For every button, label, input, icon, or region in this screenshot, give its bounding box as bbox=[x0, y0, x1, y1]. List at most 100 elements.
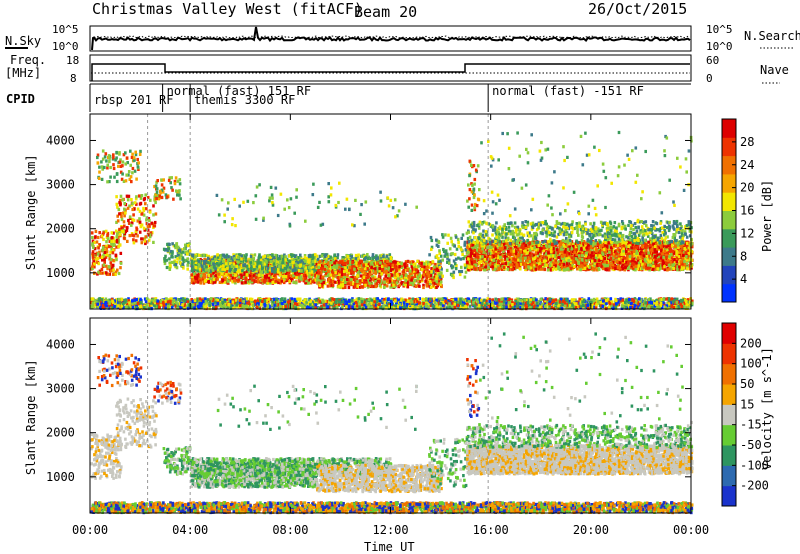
echo-cell bbox=[103, 248, 107, 252]
echo-cell bbox=[404, 283, 407, 287]
echo-cell bbox=[134, 239, 138, 243]
echo-cell bbox=[319, 271, 323, 275]
echo-cell bbox=[217, 261, 221, 265]
echo-cell bbox=[378, 284, 382, 288]
echo-cell bbox=[558, 244, 561, 248]
echo-cell bbox=[267, 258, 270, 262]
echo-cell bbox=[310, 270, 314, 274]
echo-cell bbox=[270, 273, 274, 277]
echo-cell bbox=[250, 267, 253, 271]
echo-cell bbox=[117, 164, 120, 168]
echo-cell bbox=[360, 285, 364, 289]
echo-cell bbox=[330, 273, 334, 277]
echo-cell bbox=[557, 260, 561, 264]
echo-cell bbox=[258, 265, 261, 269]
echo-cell bbox=[164, 254, 167, 258]
echo-cell bbox=[463, 255, 467, 259]
echo-cell bbox=[373, 262, 376, 266]
echo-cell bbox=[101, 167, 104, 171]
echo-cell bbox=[98, 243, 101, 247]
echo-cell bbox=[325, 272, 328, 276]
echo-cell bbox=[420, 276, 424, 280]
echo-cell bbox=[450, 264, 453, 268]
echo-cell bbox=[420, 278, 424, 282]
echo-cell bbox=[138, 209, 142, 213]
echo-cell bbox=[281, 268, 285, 272]
echo-cell bbox=[374, 267, 377, 271]
echo-cell bbox=[190, 273, 193, 277]
echo-cell bbox=[95, 240, 99, 244]
echo-cell bbox=[336, 271, 339, 275]
echo-cell bbox=[349, 283, 353, 287]
echo-cell bbox=[328, 265, 331, 269]
echo-cell bbox=[224, 276, 227, 280]
echo-cell bbox=[136, 207, 140, 211]
echo-cell bbox=[117, 235, 120, 239]
echo-cell bbox=[435, 285, 438, 289]
echo-cell bbox=[333, 269, 336, 273]
echo-cell bbox=[237, 260, 240, 264]
echo-cell bbox=[457, 241, 460, 245]
echo-cell bbox=[287, 270, 291, 274]
echo-cell bbox=[330, 270, 334, 274]
echo-cell bbox=[439, 259, 443, 263]
echo-cell bbox=[248, 280, 251, 284]
echo-cell bbox=[213, 280, 217, 284]
freq-trace bbox=[91, 63, 690, 81]
echo-cell bbox=[186, 263, 189, 267]
echo-cell bbox=[154, 195, 158, 199]
echo-cell bbox=[392, 270, 395, 274]
echo-cell bbox=[135, 177, 138, 181]
echo-cell bbox=[119, 170, 123, 174]
echo-cell bbox=[639, 246, 642, 250]
echo-cell bbox=[145, 216, 149, 220]
echo-cell bbox=[379, 256, 382, 261]
echo-cell bbox=[96, 256, 100, 261]
echo-cell bbox=[160, 195, 164, 200]
echo-cell bbox=[209, 267, 212, 271]
echo-cell bbox=[460, 269, 464, 274]
echo-cell bbox=[317, 271, 321, 275]
echo-cell bbox=[96, 153, 100, 157]
echo-cell bbox=[317, 281, 320, 285]
echo-cell bbox=[178, 256, 181, 260]
echo-cell bbox=[307, 258, 311, 262]
echo-cell bbox=[329, 268, 332, 272]
echo-cell bbox=[278, 260, 282, 264]
echo-cell bbox=[283, 263, 287, 267]
echo-cell bbox=[616, 249, 620, 253]
echo-cell bbox=[111, 263, 115, 267]
echo-cell bbox=[409, 281, 412, 285]
echo-cell bbox=[91, 239, 95, 243]
echo-cell bbox=[231, 258, 234, 262]
echo-cell bbox=[335, 267, 338, 271]
echo-cell bbox=[428, 270, 432, 274]
echo-cell bbox=[316, 257, 320, 261]
echo-cell bbox=[128, 215, 132, 219]
echo-cell bbox=[286, 264, 289, 268]
echo-cell bbox=[210, 258, 214, 262]
echo-cell bbox=[160, 188, 164, 192]
echo-cell bbox=[191, 264, 194, 268]
echo-cell bbox=[118, 227, 121, 231]
echo-cell bbox=[435, 243, 439, 247]
freq-label-line1: Freq. bbox=[10, 53, 46, 67]
echo-cell bbox=[463, 266, 467, 270]
echo-cell bbox=[429, 235, 433, 240]
echo-cell bbox=[439, 261, 442, 265]
echo-cell bbox=[115, 245, 118, 249]
echo-cell bbox=[329, 278, 332, 282]
echo-cell bbox=[253, 264, 256, 269]
echo-cell bbox=[311, 280, 314, 284]
echo-cell bbox=[199, 281, 202, 285]
echo-cell bbox=[326, 271, 329, 275]
echo-cell bbox=[462, 257, 465, 261]
echo-cell bbox=[364, 283, 367, 287]
echo-cell bbox=[311, 265, 315, 269]
echo-cell bbox=[160, 178, 163, 182]
echo-cell bbox=[148, 218, 151, 223]
echo-cell bbox=[262, 255, 265, 259]
echo-cell bbox=[100, 255, 104, 259]
echo-cell bbox=[430, 275, 434, 279]
echo-cell bbox=[659, 266, 663, 270]
